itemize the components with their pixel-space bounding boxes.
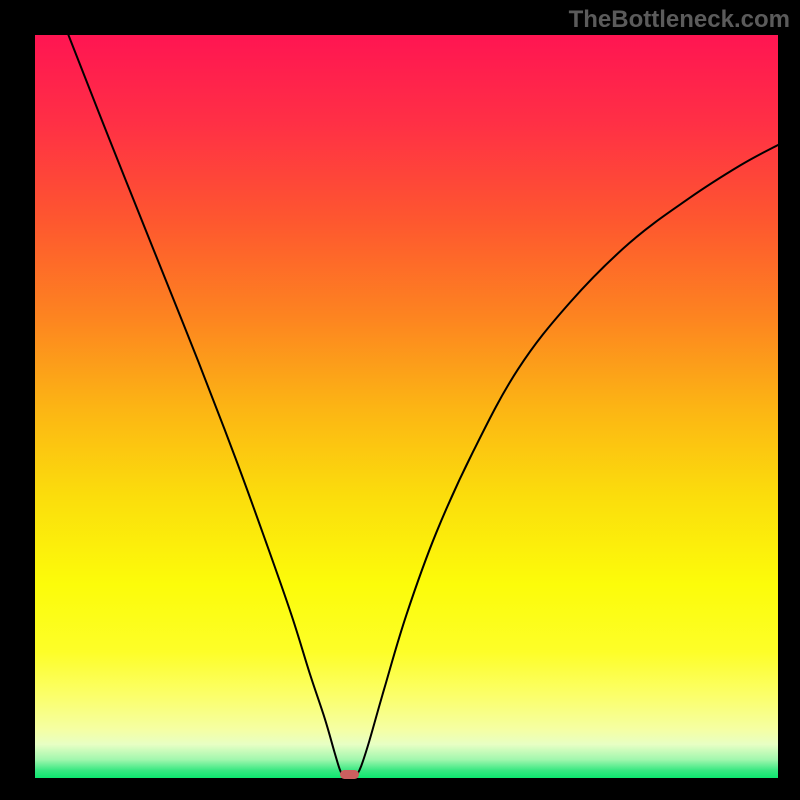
gradient-background — [35, 35, 778, 778]
bottleneck-marker — [340, 770, 359, 779]
chart-plot-area — [35, 35, 778, 778]
chart-svg — [35, 35, 778, 778]
watermark-text: TheBottleneck.com — [569, 6, 790, 34]
